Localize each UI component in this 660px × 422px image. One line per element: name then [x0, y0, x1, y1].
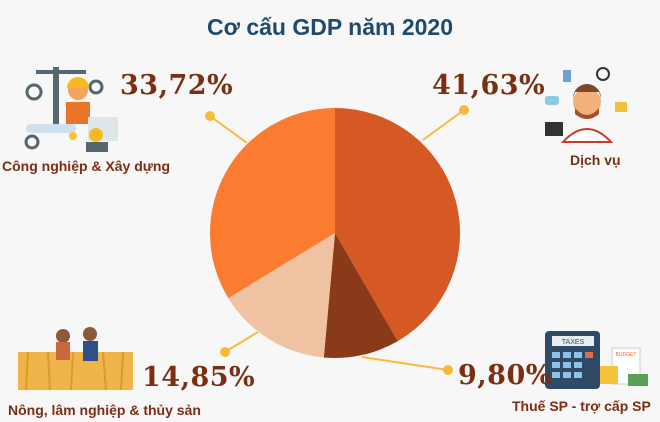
pct-cong-nghiep: 33,72%: [120, 70, 234, 101]
leader-line: [361, 356, 449, 371]
construction-worker-icon: [24, 67, 118, 152]
pie-slice-1: [323, 233, 398, 359]
label-cong-nghiep: Công nghiệp & Xây dựng: [2, 158, 171, 174]
leader-dot: [205, 111, 215, 121]
pct-dich-vu: 41,63%: [432, 70, 546, 101]
leader-line: [422, 109, 465, 141]
budget-text: BUDGET: [616, 352, 637, 358]
leader-line: [224, 331, 259, 353]
label-thue: Thuế SP - trợ cấp SP: [512, 398, 651, 414]
customer-service-icon: [545, 67, 627, 143]
leader-dot: [459, 105, 469, 115]
taxes-text: TAXES: [562, 339, 585, 346]
pct-nong-nghiep: 14,85%: [142, 362, 256, 393]
chart-title: Cơ cấu GDP năm 2020: [206, 14, 454, 40]
leader-line: [209, 115, 248, 144]
pie-slice-2: [228, 233, 335, 358]
label-nong-nghiep: Nông, lâm nghiệp & thủy sản: [8, 402, 201, 418]
pie-slice-3: [210, 108, 335, 299]
pie-slice-0: [335, 108, 460, 342]
leader-dot: [443, 365, 453, 375]
label-dich-vu: Dịch vụ: [570, 152, 621, 168]
pct-thue: 9,80%: [458, 360, 552, 391]
farmers-icon: [18, 327, 133, 391]
leader-dot: [220, 347, 230, 357]
taxes-calculator-icon: TAXES BUDGET: [545, 331, 648, 389]
